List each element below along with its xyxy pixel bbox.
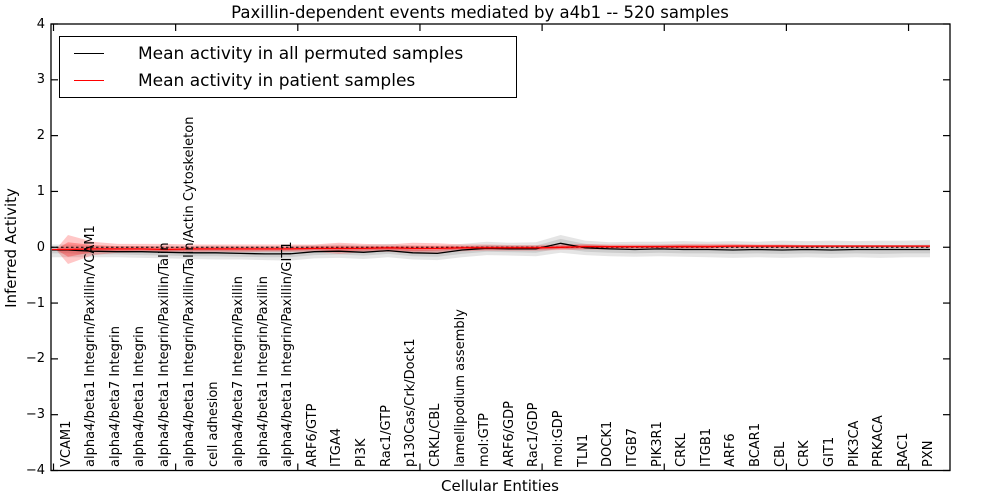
x-tick-label: CBL <box>772 441 788 467</box>
chart-title: Paxillin-dependent events mediated by a4… <box>231 3 729 22</box>
x-tick-label: alpha4/beta1 Integrin <box>132 325 148 467</box>
x-tick-label: alpha4/beta7 Integrin/Paxillin <box>230 275 246 467</box>
legend-entry-patient: Mean activity in patient samples <box>60 71 516 91</box>
x-tick-label: alpha4/beta1 Integrin/Paxillin/Talin/Act… <box>181 116 197 467</box>
y-tick-label: 4 <box>36 16 45 32</box>
y-tick-label: 2 <box>36 128 45 144</box>
x-tick-label: DOCK1 <box>600 420 616 467</box>
x-tick-label: PXN <box>920 440 936 467</box>
series-lines <box>51 242 930 255</box>
x-tick-label: ITGA4 <box>329 427 345 467</box>
x-tick-label: lamellipodium assembly <box>452 309 468 467</box>
x-tick-label: ITGB7 <box>624 427 640 467</box>
x-tick-label: ARF6/GDP <box>501 401 517 467</box>
x-tick-label: alpha4/beta1 Integrin/Paxillin <box>255 275 271 467</box>
x-tick-label: PIK3CA <box>846 420 862 467</box>
legend: Mean activity in all permuted samples Me… <box>59 36 517 98</box>
x-tick-label: Rac1/GDP <box>526 402 542 467</box>
y-tick-label: −1 <box>25 295 45 311</box>
x-tick-label: ARF6 <box>723 433 739 467</box>
y-tick-label: −2 <box>25 351 45 367</box>
x-tick-label: PRKACA <box>871 415 887 467</box>
red-line-swatch <box>74 80 104 81</box>
y-tick-label: 0 <box>36 239 45 255</box>
x-tick-label: VCAM1 <box>58 420 74 467</box>
axes-frame <box>50 23 951 472</box>
patient-inner-range-band <box>57 242 930 257</box>
y-tick-label: 1 <box>36 183 45 199</box>
x-tick-label: alpha4/beta7 Integrin <box>107 325 123 467</box>
x-tick-label: alpha4/beta1 Integrin/Paxillin/VCAM1 <box>83 225 99 467</box>
legend-entry-permuted: Mean activity in all permuted samples <box>60 44 516 64</box>
x-tick-label: CRKL/CBL <box>427 403 443 468</box>
x-tick-label: TLN1 <box>575 433 591 467</box>
x-tick-label: PI3K <box>354 438 370 467</box>
x-tick-label: PIK3R1 <box>649 421 665 467</box>
y-tick-label: 3 <box>36 72 45 88</box>
y-tick-label: −4 <box>25 463 45 478</box>
x-tick-label: GIT1 <box>821 436 837 467</box>
x-tick-label: CRKL <box>674 433 690 467</box>
x-tick-label: cell adhesion <box>206 381 222 467</box>
x-tick-label: mol:GTP <box>477 413 493 467</box>
x-tick-label: p130Cas/Crk/Dock1 <box>403 338 419 467</box>
x-tick-label: BCAR1 <box>748 423 764 467</box>
x-tick-label: ARF6/GTP <box>304 403 320 467</box>
y-tick-label: −3 <box>25 407 45 423</box>
legend-label: Mean activity in patient samples <box>138 70 416 91</box>
patient-range-band <box>57 235 930 264</box>
x-tick-label: ITGB1 <box>698 427 714 467</box>
legend-label: Mean activity in all permuted samples <box>138 43 464 64</box>
x-tick-label: RAC1 <box>895 432 911 467</box>
x-axis-label: Cellular Entities <box>441 477 559 495</box>
x-tick-label: Rac1/GTP <box>378 405 394 467</box>
x-tick-label: CRK <box>797 440 813 467</box>
x-tick-label: mol:GDP <box>551 410 567 467</box>
x-tick-label: alpha4/beta1 Integrin/Paxillin/GIT1 <box>280 241 296 467</box>
black-line-swatch <box>74 53 104 54</box>
patient-mean-line <box>52 245 930 251</box>
x-tick-label: alpha4/beta1 Integrin/Paxillin/Talin <box>157 242 172 467</box>
